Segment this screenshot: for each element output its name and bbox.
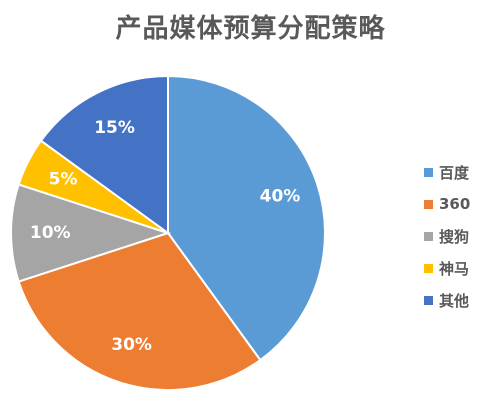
data-label-神马: 5% [49,170,78,190]
chart-title: 产品媒体预算分配策略 [115,14,386,44]
legend-swatch [424,167,433,177]
legend-label: 百度 [439,163,470,182]
pie-slice-百度[interactable] [167,74,326,362]
legend-label: 其他 [439,291,470,310]
pie-slices [9,74,326,391]
legend-item-其他[interactable]: 其他 [424,284,500,316]
legend-swatch [424,263,433,273]
legend-swatch [424,199,433,209]
data-label-360: 30% [111,335,152,355]
pie-slice-360[interactable] [17,231,262,391]
data-label-其他: 15% [94,118,135,138]
data-label-百度: 40% [260,187,301,207]
legend-swatch [424,295,433,305]
legend-swatch [424,231,433,241]
pie-data-labels: 40% 30% 10% 5% 15% [30,118,300,355]
legend-item-神马[interactable]: 神马 [424,252,500,284]
pie-slice-其他[interactable] [39,74,169,235]
data-label-搜狗: 10% [30,223,71,243]
legend-label: 神马 [439,259,470,278]
legend-item-百度[interactable]: 百度 [424,156,500,188]
legend-label: 360 [439,195,471,213]
chart-legend: 百度 360 搜狗神马其他 [424,156,500,316]
legend-item-360[interactable]: 360 [424,188,500,220]
pie-slice-搜狗[interactable] [9,183,172,283]
legend-item-搜狗[interactable]: 搜狗 [424,220,500,252]
legend-label: 搜狗 [439,227,470,246]
